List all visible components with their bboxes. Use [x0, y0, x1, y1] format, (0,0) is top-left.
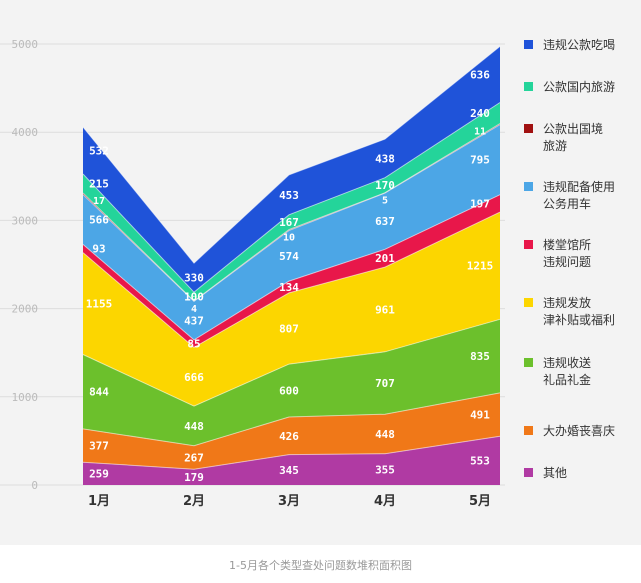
data-label-s3-4: 1215 [467, 260, 494, 273]
y-tick-label-5000: 5000 [12, 38, 39, 51]
legend-swatch-8 [524, 468, 533, 477]
x-tick-label-1: 2月 [183, 494, 205, 509]
legend-label-2-1: 旅游 [543, 139, 567, 153]
legend-swatch-4 [524, 240, 533, 249]
area-edge-6 [82, 123, 501, 302]
y-tick-label-1000: 1000 [12, 391, 39, 404]
x-tick-label-2: 3月 [278, 494, 300, 509]
legend-label-3-0: 违规配备使用 [543, 179, 615, 194]
legend-label-0-0: 违规公款吃喝 [543, 37, 615, 52]
data-label-s5-4: 795 [470, 154, 490, 167]
area-edge-7 [82, 102, 501, 293]
data-label-s1-4: 491 [470, 409, 490, 422]
data-label-s5-3: 637 [375, 215, 395, 228]
legend-swatch-6 [524, 358, 533, 367]
data-label-s4-1: 85 [187, 338, 200, 351]
data-label-s8-4: 636 [470, 68, 490, 81]
area-series-1 [83, 392, 500, 470]
area-edge-4 [82, 194, 501, 341]
legend-swatch-2 [524, 124, 533, 133]
data-label-s8-3: 438 [375, 152, 395, 165]
chart-caption: 1-5月各个类型查处问题数堆积面积图 [229, 559, 412, 572]
y-tick-label-4000: 4000 [12, 126, 39, 139]
legend-label-4-1: 违规问题 [543, 254, 591, 269]
area-edge-2 [82, 318, 501, 407]
legend-swatch-0 [524, 40, 533, 49]
area-edge-0 [82, 435, 501, 470]
data-label-s8-0: 532 [89, 145, 109, 158]
data-label-s2-3: 707 [375, 377, 395, 390]
area-series-3 [83, 212, 500, 407]
data-label-s6-1: 4 [191, 304, 197, 315]
data-label-s1-3: 448 [375, 428, 395, 441]
data-label-s0-2: 345 [279, 464, 299, 477]
legend-swatch-3 [524, 182, 533, 191]
data-label-s5-2: 574 [279, 250, 299, 263]
data-label-s4-0: 93 [92, 242, 105, 255]
data-label-s3-0: 1155 [86, 298, 113, 311]
data-label-s3-3: 961 [375, 303, 395, 316]
area-edge-8 [82, 46, 501, 264]
data-label-s6-2: 10 [283, 233, 295, 244]
data-label-s2-0: 844 [89, 386, 109, 399]
data-label-s8-2: 453 [279, 189, 299, 202]
legend-label-2-0: 公款出国境 [543, 121, 603, 136]
data-label-s8-1: 330 [184, 272, 204, 285]
data-label-s6-3: 5 [382, 196, 388, 207]
area-series-5 [83, 124, 500, 340]
data-label-s3-1: 666 [184, 371, 204, 384]
area-edge-5 [82, 124, 501, 303]
data-label-s2-2: 600 [279, 385, 299, 398]
data-label-s1-2: 426 [279, 430, 299, 443]
data-label-s4-4: 197 [470, 197, 490, 210]
chart-panel: 0 1000 2000 3000 4000 5000 259 179 345 355 553 377 2… [0, 0, 641, 545]
area-edge-3 [82, 211, 501, 349]
legend-label-5-1: 津补贴或福利 [543, 312, 615, 327]
legend-label-5-0: 违规发放 [543, 295, 591, 310]
data-label-s7-4: 240 [470, 107, 490, 120]
legend-label-8-0: 其他 [543, 466, 567, 480]
data-label-s3-2: 807 [279, 322, 299, 335]
data-label-s1-0: 377 [89, 440, 109, 453]
legend-label-4-0: 楼堂馆所 [543, 237, 591, 252]
y-tick-label-0: 0 [31, 479, 38, 492]
x-tick-label-4: 5月 [469, 494, 491, 509]
area-edge-1 [82, 392, 501, 447]
data-label-s7-3: 170 [375, 179, 395, 192]
data-label-s6-4: 11 [474, 127, 486, 138]
data-label-s4-2: 134 [279, 281, 299, 294]
data-label-s5-0: 566 [89, 213, 109, 226]
y-tick-label-2000: 2000 [12, 303, 39, 316]
data-label-s4-3: 201 [375, 252, 395, 265]
data-label-s2-1: 448 [184, 420, 204, 433]
legend-swatch-1 [524, 82, 533, 91]
area-series-2 [83, 319, 500, 446]
data-label-s0-4: 553 [470, 455, 490, 468]
x-tick-label-0: 1月 [88, 494, 110, 509]
data-label-s7-0: 215 [89, 177, 109, 190]
data-label-s0-3: 355 [375, 463, 395, 476]
x-tick-label-3: 4月 [374, 494, 396, 509]
legend-swatch-7 [524, 426, 533, 435]
legend-label-1-0: 公款国内旅游 [543, 80, 615, 94]
data-label-s7-1: 100 [184, 291, 204, 304]
legend-label-3-1: 公务用车 [543, 196, 591, 211]
data-label-s1-1: 267 [184, 451, 204, 464]
legend-label-7-0: 大办婚丧喜庆 [543, 423, 615, 438]
data-label-s2-4: 835 [470, 350, 490, 363]
data-label-s0-0: 259 [89, 468, 109, 481]
data-label-s5-1: 437 [184, 315, 204, 328]
data-label-s0-1: 179 [184, 471, 204, 484]
legend-label-6-1: 礼品礼金 [543, 372, 591, 387]
area-series-0 [83, 436, 500, 485]
legend-swatch-5 [524, 298, 533, 307]
data-label-s6-0: 17 [93, 196, 105, 207]
data-label-s7-2: 167 [279, 216, 299, 229]
legend-label-6-0: 违规收送 [543, 355, 591, 370]
y-tick-label-3000: 3000 [12, 214, 39, 227]
